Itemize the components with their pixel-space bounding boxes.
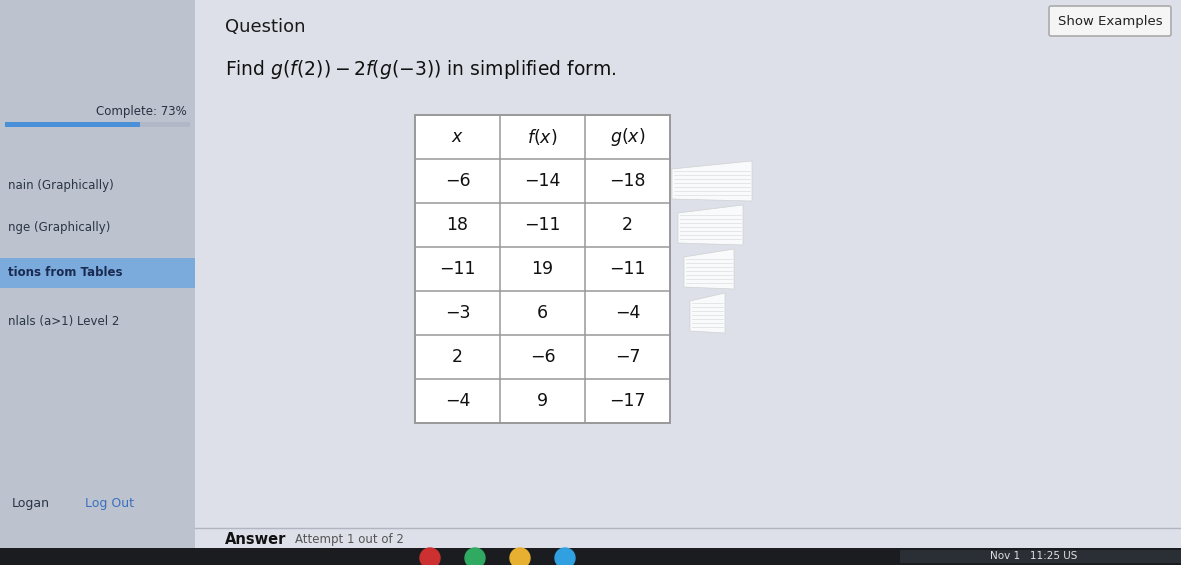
Circle shape — [555, 548, 575, 565]
Text: −6: −6 — [445, 172, 470, 190]
Text: Log Out: Log Out — [85, 497, 133, 510]
Text: Attempt 1 out of 2: Attempt 1 out of 2 — [295, 533, 404, 546]
Text: $f(x)$: $f(x)$ — [527, 127, 557, 147]
Text: 19: 19 — [531, 260, 554, 278]
FancyBboxPatch shape — [0, 258, 195, 288]
FancyBboxPatch shape — [900, 550, 1181, 563]
Text: Answer: Answer — [226, 532, 286, 547]
FancyBboxPatch shape — [415, 115, 670, 423]
Polygon shape — [678, 205, 743, 245]
Text: 9: 9 — [537, 392, 548, 410]
Text: −17: −17 — [609, 392, 646, 410]
FancyBboxPatch shape — [1049, 6, 1172, 36]
Text: 2: 2 — [622, 216, 633, 234]
Text: −7: −7 — [615, 348, 640, 366]
Text: Show Examples: Show Examples — [1058, 15, 1162, 28]
Text: −11: −11 — [609, 260, 646, 278]
Text: Complete: 73%: Complete: 73% — [96, 105, 187, 118]
Text: nain (Graphically): nain (Graphically) — [8, 179, 113, 192]
Text: −14: −14 — [524, 172, 561, 190]
Text: nge (Graphically): nge (Graphically) — [8, 221, 110, 234]
Circle shape — [510, 548, 530, 565]
Text: −4: −4 — [615, 304, 640, 322]
Text: tions from Tables: tions from Tables — [8, 267, 123, 280]
Text: −18: −18 — [609, 172, 646, 190]
Text: −11: −11 — [439, 260, 476, 278]
Text: Logan: Logan — [12, 497, 50, 510]
Text: −4: −4 — [445, 392, 470, 410]
FancyBboxPatch shape — [5, 122, 141, 127]
Text: −3: −3 — [445, 304, 470, 322]
Text: $g(x)$: $g(x)$ — [609, 126, 645, 148]
FancyBboxPatch shape — [0, 0, 195, 565]
Polygon shape — [690, 293, 725, 333]
Text: Find $g(f(2))-2f(g(-3))$ in simplified form.: Find $g(f(2))-2f(g(-3))$ in simplified f… — [226, 58, 616, 81]
Polygon shape — [684, 249, 735, 289]
Text: $x$: $x$ — [451, 128, 464, 146]
FancyBboxPatch shape — [195, 0, 1181, 565]
Circle shape — [465, 548, 485, 565]
Circle shape — [420, 548, 441, 565]
FancyBboxPatch shape — [0, 548, 1181, 565]
FancyBboxPatch shape — [5, 122, 190, 127]
Text: 18: 18 — [446, 216, 469, 234]
Text: 6: 6 — [537, 304, 548, 322]
Text: Question: Question — [226, 18, 306, 36]
Text: nlals (a>1) Level 2: nlals (a>1) Level 2 — [8, 315, 119, 328]
Text: 2: 2 — [452, 348, 463, 366]
Text: −11: −11 — [524, 216, 561, 234]
Polygon shape — [672, 161, 752, 201]
Text: −6: −6 — [530, 348, 555, 366]
Text: Nov 1   11:25 US: Nov 1 11:25 US — [990, 551, 1077, 561]
